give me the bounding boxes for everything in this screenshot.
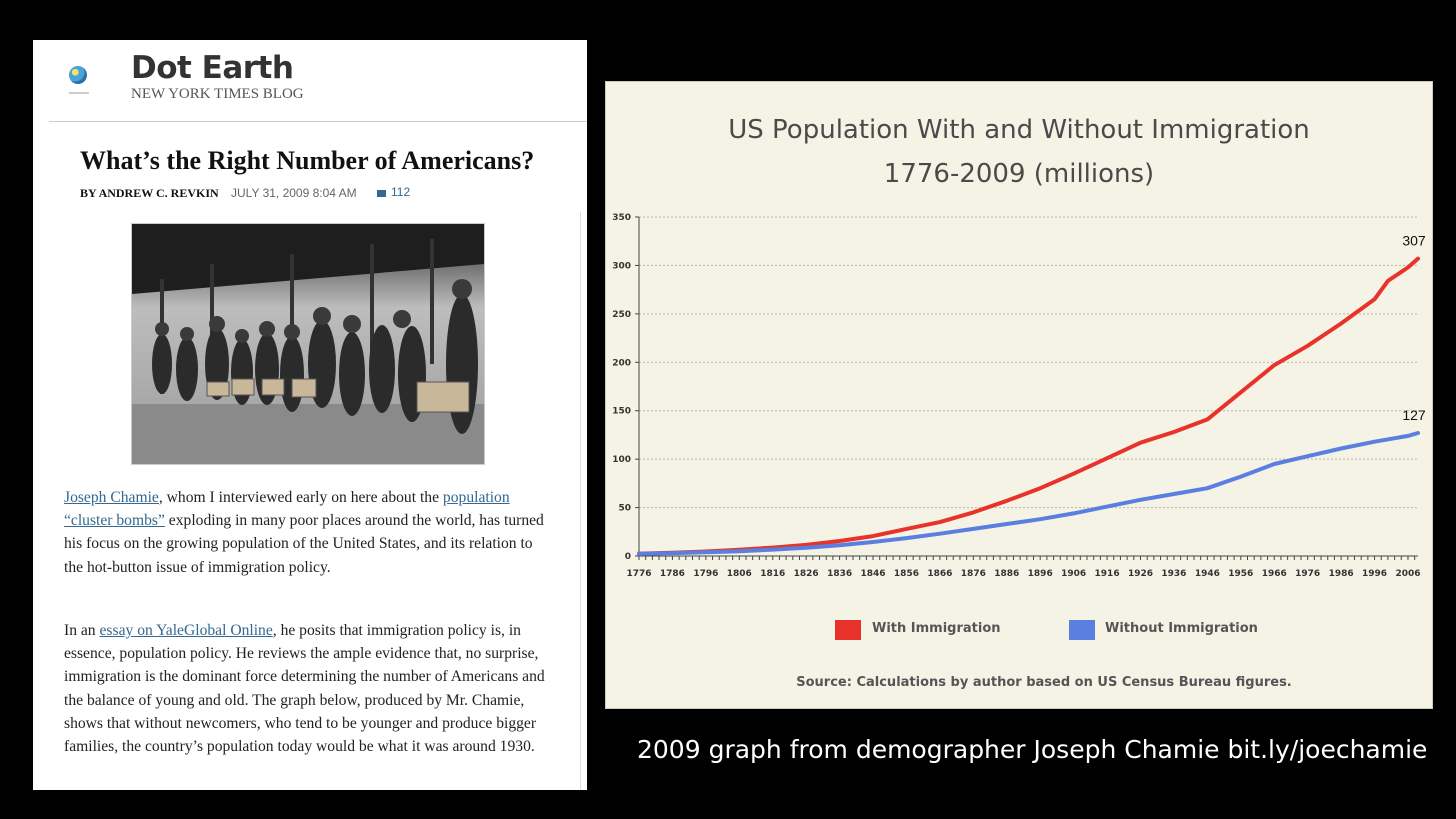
globe-base — [69, 92, 89, 94]
chart-title: US Population With and Without Immigrati… — [606, 108, 1432, 196]
x-tick-label: 2006 — [1395, 569, 1420, 579]
x-tick-label: 1856 — [894, 569, 919, 579]
legend-swatch-without-immigration — [1069, 620, 1095, 640]
paragraph-2-text-a: In an — [64, 622, 100, 639]
y-tick-label: 50 — [618, 504, 631, 514]
x-tick-label: 1866 — [927, 569, 952, 579]
x-tick-label: 1826 — [794, 569, 819, 579]
y-tick-label: 0 — [625, 552, 631, 562]
x-tick-label: 1916 — [1095, 569, 1120, 579]
x-tick-label: 1926 — [1128, 569, 1153, 579]
article-byline[interactable]: BY ANDREW C. REVKIN — [80, 186, 219, 200]
yaleglobal-essay-link[interactable]: essay on YaleGlobal Online — [99, 622, 273, 639]
x-tick-label: 1836 — [827, 569, 852, 579]
x-tick-label: 1936 — [1161, 569, 1186, 579]
paragraph-1-text-a: , whom I interviewed early on here about… — [158, 489, 443, 506]
series-line-without-immigration — [637, 431, 1420, 556]
x-tick-label: 1896 — [1028, 569, 1053, 579]
x-tick-label: 1946 — [1195, 569, 1220, 579]
x-tick-label: 1816 — [760, 569, 785, 579]
blog-header: Dot Earth NEW YORK TIMES BLOG — [33, 40, 587, 122]
legend-label-with-immigration: With Immigration — [872, 621, 1001, 636]
blog-subtitle: NEW YORK TIMES BLOG — [131, 86, 304, 102]
x-tick-label: 1906 — [1061, 569, 1086, 579]
blog-panel: Dot Earth NEW YORK TIMES BLOG What’s the… — [33, 40, 587, 790]
x-tick-label: 1966 — [1262, 569, 1287, 579]
x-tick-label: 1986 — [1329, 569, 1354, 579]
x-tick-label: 1796 — [693, 569, 718, 579]
y-tick-label: 100 — [612, 455, 631, 465]
chart-title-line-2: 1776-2009 (millions) — [883, 159, 1155, 189]
cluster-bombs-link[interactable]: population “cluster bombs” — [64, 489, 510, 530]
x-tick-label: 1996 — [1362, 569, 1387, 579]
legend-swatch-with-immigration — [835, 620, 861, 640]
y-tick-label: 200 — [612, 358, 631, 368]
article-paragraph-2: In an essay on YaleGlobal Online, he pos… — [64, 619, 554, 758]
header-divider — [49, 121, 587, 122]
y-tick-label: 250 — [612, 310, 631, 320]
article-paragraph-1: Joseph Chamie, whom I interviewed early … — [64, 486, 554, 579]
slide-caption: 2009 graph from demographer Joseph Chami… — [637, 735, 1428, 764]
article-photo — [131, 223, 485, 465]
chart-title-line-1: US Population With and Without Immigrati… — [728, 115, 1310, 145]
x-tick-label: 1786 — [660, 569, 685, 579]
chart-source-note: Source: Calculations by author based on … — [796, 675, 1292, 690]
x-tick-label: 1806 — [727, 569, 752, 579]
legend-label-without-immigration: Without Immigration — [1105, 621, 1258, 636]
y-tick-label: 350 — [612, 213, 631, 223]
y-tick-label: 300 — [612, 261, 631, 271]
x-tick-label: 1976 — [1295, 569, 1320, 579]
series-end-label: 127 — [1402, 407, 1426, 423]
population-line-chart: 0 50 100 150 200 250 300 350 1776 1786 1796 1806 181… — [612, 213, 1426, 579]
x-tick-label: 1876 — [961, 569, 986, 579]
x-tick-label: 1846 — [861, 569, 886, 579]
sidebar-divider — [580, 212, 581, 790]
paragraph-2-text-b: , he posits that immigration policy is, … — [64, 622, 545, 756]
comments-link[interactable]: 112 — [377, 185, 410, 199]
article-title: What’s the Right Number of Americans? — [80, 146, 535, 175]
blog-name[interactable]: Dot Earth — [131, 50, 294, 86]
article-date: JULY 31, 2009 8:04 AM — [231, 186, 357, 200]
immigrants-photo-illustration — [132, 224, 484, 464]
joseph-chamie-link[interactable]: Joseph Chamie — [64, 489, 159, 506]
x-tick-label: 1956 — [1228, 569, 1253, 579]
series-line-with-immigration — [637, 256, 1420, 556]
comment-icon — [377, 190, 386, 197]
globe-icon — [69, 66, 87, 84]
x-tick-label: 1776 — [626, 569, 651, 579]
comments-count[interactable]: 112 — [391, 185, 411, 199]
series-end-label: 307 — [1402, 233, 1426, 249]
y-tick-label: 150 — [612, 407, 631, 417]
chart-panel: US Population With and Without Immigrati… — [605, 81, 1433, 709]
paragraph-1-text-b: exploding in many poor places around the… — [64, 512, 544, 576]
x-tick-label: 1886 — [994, 569, 1019, 579]
